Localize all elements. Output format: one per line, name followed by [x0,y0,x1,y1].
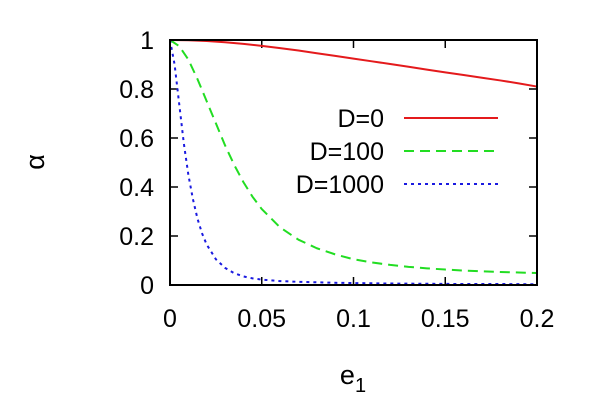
x-tick-label: 0.15 [421,305,470,333]
y-tick-label: 0.6 [119,125,154,153]
series-line-1 [169,39,538,274]
plot-frame [169,39,538,286]
x-tick-label: 0 [163,305,177,333]
legend: D=0 D=100 D=1000 [296,105,498,199]
y-tick-label: 0.8 [119,76,154,104]
x-axis-label-subscript: 1 [355,375,366,397]
x-tick-label: 0.1 [336,305,371,333]
y-axis-label: α [20,154,50,170]
legend-label-2: D=1000 [296,171,384,199]
y-tick-label: 0.4 [119,174,154,202]
y-tick-label: 0 [140,272,154,300]
y-tick-label: 1 [140,27,154,55]
legend-label-0: D=0 [337,105,384,133]
tick-labels: 0 0.05 0.1 0.15 0.2 0 0.2 0.4 0.6 0.8 1 [119,27,554,333]
legend-label-1: D=100 [310,138,384,166]
x-tick-label: 0.05 [237,305,286,333]
x-tick-label: 0.2 [520,305,555,333]
x-axis-label: e1 [340,360,366,397]
series-line-0 [169,39,538,88]
series-lines [169,39,538,286]
y-tick-label: 0.2 [119,223,154,251]
x-axis-label-main: e [340,360,355,390]
